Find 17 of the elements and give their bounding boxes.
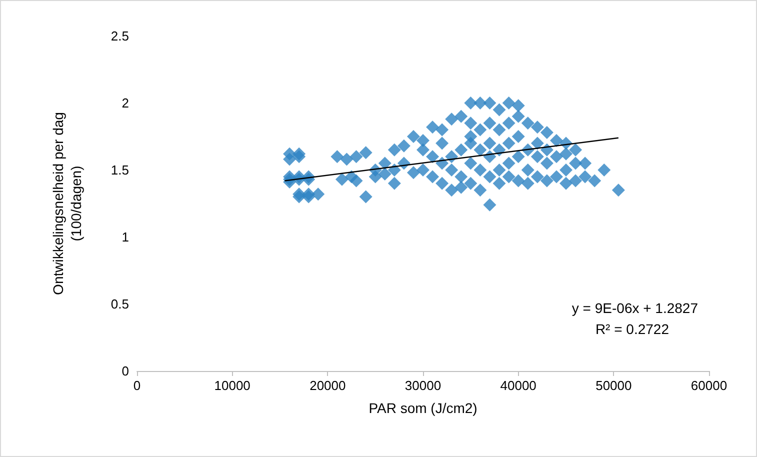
- x-axis-title: PAR som (J/cm2): [368, 400, 478, 416]
- annotation: y = 9E-06x + 1.2827: [572, 300, 698, 316]
- x-tick-label: 30000: [404, 378, 442, 393]
- y-tick-label: 2: [122, 96, 129, 110]
- y-axis-title: Ontwikkelingsnelheid per dag (100/dagen): [50, 112, 84, 295]
- x-tick-label: 0: [133, 378, 141, 393]
- y-tick-label: 1.5: [110, 162, 129, 178]
- x-tick-label: 50000: [596, 378, 632, 393]
- y-tick-label: 2.5: [110, 28, 129, 44]
- y-tick-label: 1: [122, 230, 129, 244]
- x-tick-label: 10000: [214, 378, 250, 393]
- y-tick-label: 0.5: [110, 296, 129, 312]
- annotation: R² = 0.2722: [595, 321, 670, 337]
- y-tick-label: 0: [122, 364, 129, 378]
- x-tick-label: 60000: [690, 378, 728, 393]
- x-tick-label: 40000: [500, 378, 536, 393]
- x-tick-label: 20000: [310, 378, 346, 393]
